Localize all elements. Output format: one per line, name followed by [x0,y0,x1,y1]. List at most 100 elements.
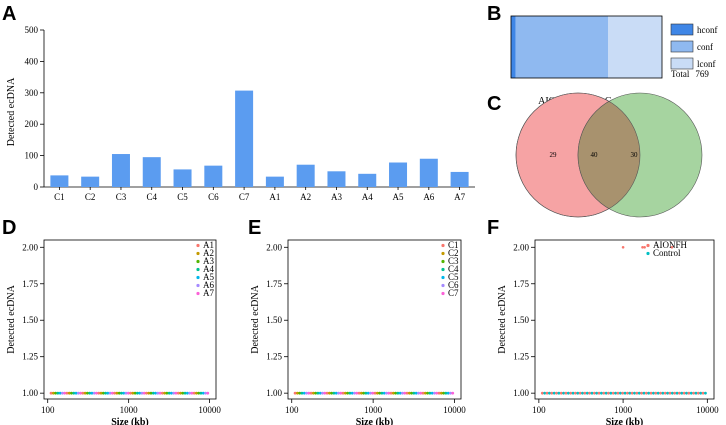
legend-label-c5: C5 [448,272,459,282]
point-control [581,391,584,395]
point-aionfh [545,391,549,395]
point-control [694,391,698,395]
point-aionfh [659,391,662,395]
legend-label-a7: A7 [203,288,214,298]
point-c2 [423,391,427,395]
xtick-label: 100 [41,405,55,415]
legend-swatch-conf [670,40,694,53]
panel-a-ytick-label: 500 [25,25,39,35]
x-axis-label: Size (kb) [606,417,644,425]
point-c4 [316,391,320,395]
point-control [623,391,627,395]
point-aionfh [607,391,610,395]
legend-marker-a4 [196,267,200,272]
bar-a4 [358,173,377,187]
legend-label-a6: A6 [203,280,214,290]
panel-a-xtick-label: C1 [54,192,65,202]
point-a5 [138,391,142,395]
point-c4 [396,391,400,395]
point-c3 [346,391,350,395]
legend-label-a3: A3 [203,256,214,266]
point-control [557,391,561,395]
venn-count-overlap: 40 [591,151,599,159]
point-c2 [359,391,363,395]
ytick-label: 1.00 [22,388,38,398]
ytick-label: 1.25 [22,352,38,362]
point-a7 [158,391,162,395]
point-aionfh [692,391,696,395]
point-a7 [206,391,210,395]
point-a6 [140,391,144,395]
panel-a-xtick-label: A7 [454,192,465,202]
legend-label-control: Control [653,248,681,258]
point-aionfh-high [643,245,646,249]
point-c1 [325,391,329,395]
point-c7 [403,391,407,395]
panel-a-xtick-label: A5 [393,192,404,202]
point-a1 [65,391,69,395]
point-a2 [83,391,87,395]
xtick-label: 10000 [443,405,466,415]
point-c7 [339,391,343,395]
point-c3 [314,391,318,395]
point-a3 [149,391,153,395]
ytick-label: 1.00 [513,388,529,398]
panel-b-frame [510,15,663,79]
point-a6 [61,391,64,395]
panel-a-xtick-label: C2 [85,192,96,202]
bar-a6 [419,158,438,187]
point-control [543,391,547,395]
point-control [614,391,618,395]
point-c7 [451,391,455,395]
panel-letter-e: E [248,217,261,239]
bar-a1 [265,176,284,187]
point-c4 [380,391,384,395]
point-aionfh [687,391,691,395]
point-c2 [311,391,315,395]
point-a1 [129,391,132,395]
legend-marker-a2 [196,251,200,256]
point-a1 [145,391,148,395]
point-c7 [323,391,327,395]
point-a5 [201,391,205,395]
point-aionfh [644,391,648,395]
point-control [590,391,594,395]
point-a3 [117,391,121,395]
panel-a-ytick-label: 100 [25,151,39,161]
point-c5 [350,391,354,395]
point-control [656,391,660,395]
point-aionfh [578,391,582,395]
point-c3 [362,391,366,395]
point-a4 [72,391,76,395]
point-c1 [357,391,361,395]
point-c4 [348,391,352,395]
point-c1 [405,391,409,395]
point-c5 [318,391,322,395]
point-a5 [170,391,173,395]
point-c4 [444,391,448,395]
ytick-label: 1.50 [266,315,282,325]
point-control [609,391,613,395]
point-c3 [442,391,446,395]
panel-a-xtick-label: C5 [177,192,188,202]
point-c4 [300,391,304,395]
panel-c: C AIONFH Control 29 40 30 [487,92,703,218]
point-aionfh [559,391,563,395]
point-a2 [195,391,198,395]
point-a3 [101,391,105,395]
point-aionfh [668,391,672,395]
point-control [548,391,551,395]
panel-letter-d: D [2,217,16,239]
point-aionfh [569,391,573,395]
point-c3 [410,391,414,395]
point-control [585,391,589,395]
point-aionfh [678,391,681,395]
point-c6 [449,391,452,395]
venn-overlap [577,93,640,217]
point-a4 [120,391,123,395]
point-aionfh-high [670,245,674,249]
plot-frame [534,239,715,400]
point-control [566,391,570,395]
point-control [652,391,655,395]
legend-label-c2: C2 [448,248,459,258]
